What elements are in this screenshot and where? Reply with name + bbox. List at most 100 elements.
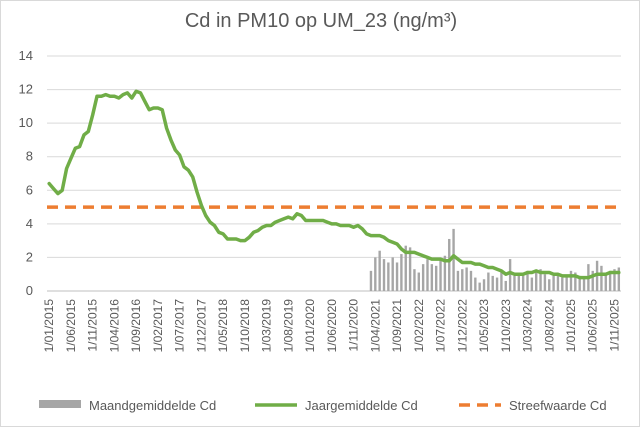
monthly-bars (369, 228, 621, 291)
monthly-bar (604, 272, 607, 291)
monthly-bar (530, 277, 534, 291)
monthly-bar (456, 270, 460, 291)
x-tick-label: 1/03/2019 (260, 299, 274, 353)
x-tick-label: 1/06/2025 (586, 299, 600, 353)
x-tick-label: 1/04/2021 (368, 299, 382, 353)
monthly-bar (578, 275, 581, 291)
x-tick-label: 1/09/2016 (129, 299, 143, 353)
x-axis: 1/01/2015 1/06/2015 1/11/2015 1/04/2016 1/09… (42, 299, 621, 353)
annual-line-mark (47, 89, 621, 280)
monthly-bar (504, 280, 507, 291)
monthly-bar (408, 247, 412, 291)
monthly-bar (582, 277, 586, 291)
monthly-bar (400, 254, 403, 291)
legend-label: Jaargemiddelde Cd (305, 398, 418, 413)
monthly-bar (465, 267, 468, 291)
monthly-bar (574, 272, 577, 291)
monthly-bar (395, 262, 399, 291)
x-tick-label: 1/10/2023 (499, 299, 513, 353)
y-tick-label: 14 (19, 48, 33, 63)
x-tick-label: 1/01/2020 (303, 299, 317, 353)
x-tick-label: 1/01/2025 (564, 299, 578, 353)
x-tick-label: 1/08/2024 (542, 299, 556, 353)
y-tick-label: 12 (19, 82, 33, 97)
monthly-bar (569, 270, 573, 291)
monthly-bar (482, 279, 486, 291)
y-tick-label: 0 (26, 283, 33, 298)
x-tick-label: 1/11/2020 (347, 299, 361, 352)
monthly-bar (474, 277, 477, 291)
monthly-bar (461, 269, 464, 291)
monthly-bar (613, 269, 616, 291)
monthly-bar (526, 270, 529, 291)
monthly-bar (491, 275, 494, 291)
monthly-bar (378, 250, 381, 291)
gridlines (47, 55, 621, 292)
monthly-bar (439, 259, 442, 291)
x-tick-label: 1/02/2017 (151, 299, 165, 353)
monthly-bar (565, 275, 568, 291)
x-tick-label: 1/07/2022 (434, 299, 448, 353)
x-tick-label: 1/03/2024 (521, 299, 535, 353)
monthly-bar (608, 270, 612, 291)
monthly-bar (387, 262, 390, 291)
y-tick-label: 4 (26, 216, 33, 231)
x-tick-label: 1/11/2015 (86, 299, 100, 352)
monthly-bar (535, 272, 538, 291)
y-tick-label: 6 (26, 182, 33, 197)
monthly-bar (521, 275, 525, 291)
legend-label: Streefwaarde Cd (509, 398, 607, 413)
monthly-bar (487, 272, 490, 291)
monthly-bar (591, 270, 594, 291)
monthly-bar (404, 245, 407, 291)
monthly-bar (417, 272, 420, 291)
monthly-bar (430, 264, 434, 291)
monthly-bar (382, 259, 386, 291)
monthly-bar (517, 274, 521, 291)
monthly-bar (369, 270, 373, 291)
monthly-bar (548, 279, 551, 291)
monthly-bar (600, 265, 603, 291)
x-tick-label: 1/08/2019 (281, 299, 295, 353)
monthly-bar (426, 259, 429, 291)
monthly-bar (508, 259, 512, 291)
monthly-bar (469, 270, 473, 291)
x-tick-label: 1/06/2020 (325, 299, 339, 353)
monthly-bar (617, 267, 621, 291)
x-tick-label: 1/11/2025 (607, 299, 621, 352)
monthly-bar (495, 277, 499, 291)
monthly-bar (452, 228, 455, 291)
monthly-bar (478, 282, 481, 291)
y-tick-label: 10 (19, 115, 33, 130)
x-tick-label: 1/12/2017 (194, 299, 208, 353)
monthly-bar (434, 265, 438, 291)
monthly-bar (448, 238, 451, 291)
monthly-bar (374, 257, 377, 291)
x-tick-label: 1/06/2015 (64, 299, 78, 353)
legend-swatch-monthly (39, 400, 81, 408)
monthly-bar (552, 275, 555, 291)
y-tick-label: 8 (26, 149, 33, 164)
monthly-bar (500, 270, 503, 291)
x-tick-label: 1/02/2022 (412, 299, 426, 353)
y-axis: 0 2 4 6 8 10 12 14 (19, 48, 33, 298)
monthly-bar (391, 257, 394, 291)
monthly-bar (543, 274, 547, 291)
monthly-bar (513, 275, 516, 291)
y-tick-label: 2 (26, 249, 33, 264)
monthly-bar (561, 277, 564, 291)
x-tick-label: 1/12/2022 (455, 299, 469, 353)
monthly-bar (443, 255, 447, 291)
x-tick-label: 1/04/2016 (107, 299, 121, 353)
monthly-bar (539, 269, 542, 291)
x-tick-label: 1/10/2018 (238, 299, 252, 353)
monthly-bar (421, 264, 425, 291)
chart-title: Cd in PM10 op UM_23 (ng/m³) (185, 10, 457, 32)
x-tick-label: 1/05/2023 (477, 299, 491, 353)
legend: Maandgemiddelde Cd Jaargemiddelde Cd Stree… (39, 398, 607, 413)
x-tick-label: 1/05/2018 (216, 299, 230, 353)
x-tick-label: 1/07/2017 (173, 299, 187, 353)
x-tick-label: 1/01/2015 (42, 299, 56, 353)
